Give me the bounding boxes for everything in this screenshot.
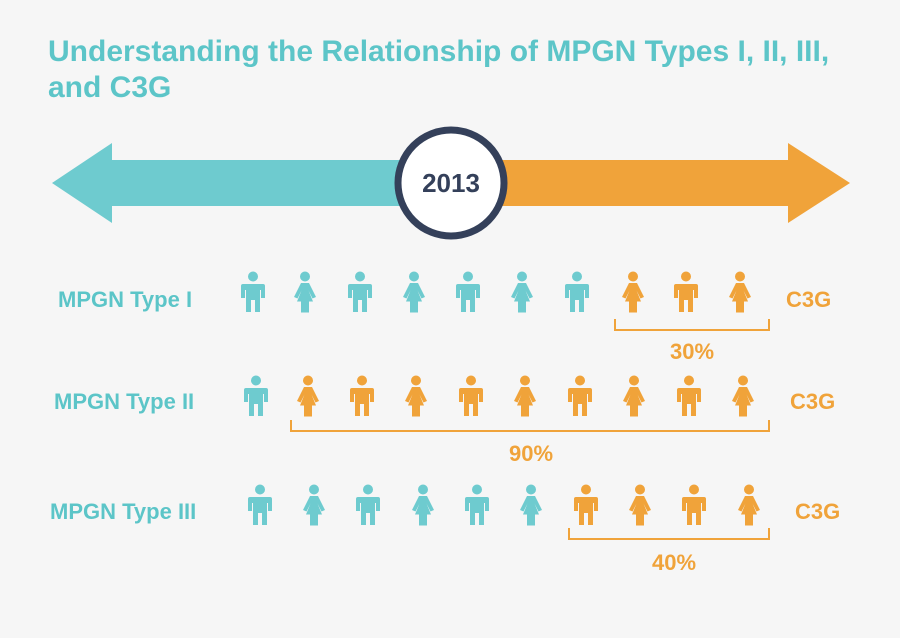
male-person-icon (348, 375, 376, 417)
female-person-icon (400, 271, 428, 313)
female-person-icon (294, 375, 322, 417)
male-person-icon (566, 375, 594, 417)
left-arrow (52, 143, 420, 223)
male-person-icon (246, 484, 274, 526)
female-person-icon (291, 271, 319, 313)
male-person-icon (354, 484, 382, 526)
male-person-icon (572, 484, 600, 526)
row-label-type-2: MPGN Type II (54, 389, 195, 414)
male-person-icon (563, 271, 591, 313)
male-person-icon (346, 271, 374, 313)
bracket-type-2 (290, 420, 770, 432)
female-person-icon (517, 484, 545, 526)
male-person-icon (457, 375, 485, 417)
percent-label-type-1: 30% (669, 339, 715, 364)
male-person-icon (672, 271, 700, 313)
female-person-icon (619, 271, 647, 313)
male-person-icon (680, 484, 708, 526)
female-person-icon (726, 271, 754, 313)
percent-label-type-2: 90% (508, 441, 554, 466)
female-person-icon (729, 375, 757, 417)
percent-label-type-3: 40% (651, 550, 697, 575)
right-arrow (480, 143, 850, 223)
page-title: Understanding the Relationship of MPGN T… (48, 35, 830, 104)
female-person-icon (620, 375, 648, 417)
row-end-label-type-2: C3G (790, 389, 836, 414)
year-circle (394, 126, 508, 240)
male-person-icon (454, 271, 482, 313)
bracket-type-3 (568, 528, 770, 540)
male-person-icon (675, 375, 703, 417)
female-person-icon (511, 375, 539, 417)
year-label: 2013 (422, 168, 480, 198)
male-person-icon (239, 271, 267, 313)
row-label-type-3: MPGN Type III (50, 499, 197, 524)
female-person-icon (626, 484, 654, 526)
row-label-type-1: MPGN Type I (58, 287, 193, 312)
row-end-label-type-1: C3G (786, 287, 832, 312)
male-person-icon (463, 484, 491, 526)
female-person-icon (402, 375, 430, 417)
bracket-type-1 (614, 319, 770, 331)
female-person-icon (735, 484, 763, 526)
row-end-label-type-3: C3G (795, 499, 841, 524)
female-person-icon (409, 484, 437, 526)
female-person-icon (300, 484, 328, 526)
female-person-icon (508, 271, 536, 313)
male-person-icon (242, 375, 270, 417)
